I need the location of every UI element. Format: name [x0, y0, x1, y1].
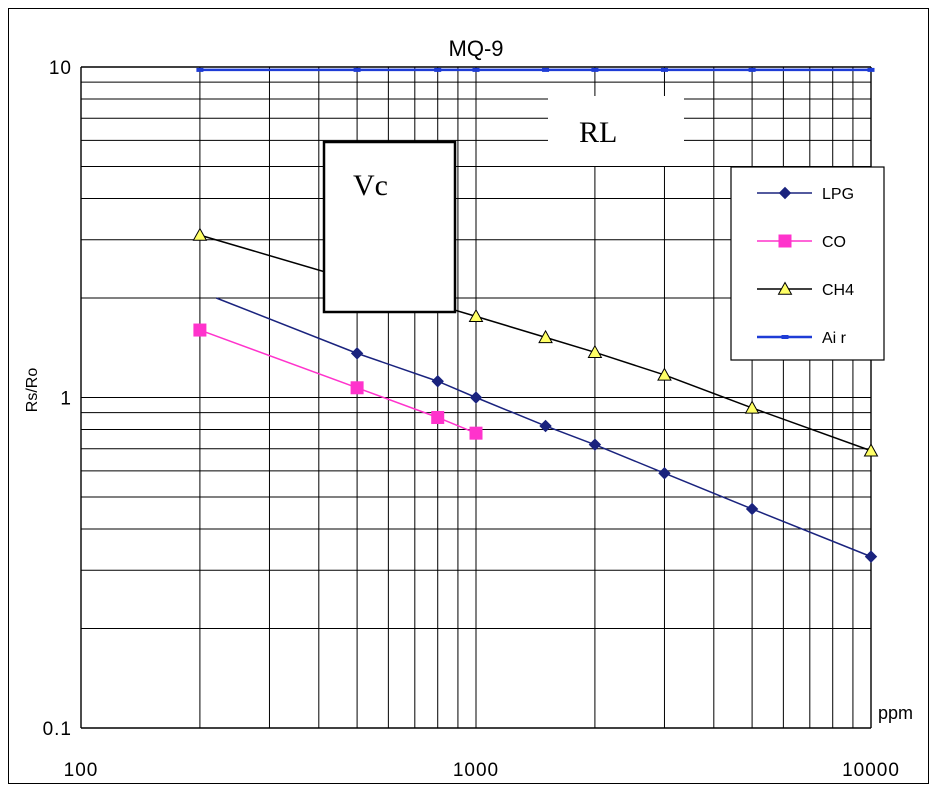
series-lpg — [215, 297, 878, 563]
data-point — [434, 67, 442, 72]
axes: 100 1000 10000 0.1 1 10 — [43, 58, 900, 781]
data-point — [539, 419, 552, 433]
series-layer — [192, 67, 879, 563]
legend-label: LPG — [822, 186, 854, 203]
data-point — [469, 426, 483, 440]
data-point — [591, 67, 599, 72]
data-point — [588, 438, 602, 451]
data-point — [192, 227, 208, 241]
data-point — [469, 391, 483, 404]
x-axis-label: ppm — [878, 703, 913, 723]
data-point — [863, 443, 879, 457]
data-point — [196, 67, 204, 72]
vc-annotation-box: Vc — [322, 140, 457, 314]
series-ch4 — [192, 227, 879, 457]
chart-title: MQ-9 — [449, 36, 504, 61]
chart-frame — [8, 8, 929, 784]
data-point — [350, 347, 364, 360]
legend-label: CH4 — [822, 282, 854, 299]
data-point — [468, 308, 484, 323]
data-point — [864, 550, 878, 563]
legend-swatch-marker — [778, 186, 792, 200]
data-point — [350, 381, 364, 395]
data-point — [472, 67, 480, 72]
data-point — [193, 323, 207, 337]
y-axis-label: Rs/Ro — [24, 368, 41, 413]
legend-swatch-marker — [777, 281, 793, 295]
x-tick-label: 100 — [64, 760, 99, 781]
legend-swatch-marker — [778, 234, 792, 248]
y-tick-label: 1 — [60, 389, 72, 410]
legend-label: Ai r — [822, 330, 847, 347]
x-tick-label: 10000 — [842, 760, 900, 781]
data-point — [431, 410, 445, 424]
series-co — [193, 323, 483, 440]
y-tick-label: 10 — [49, 58, 72, 79]
legend-label: CO — [822, 234, 846, 251]
data-point — [744, 400, 760, 414]
data-point — [431, 375, 444, 388]
data-point — [538, 329, 553, 344]
x-tick-label: 1000 — [453, 760, 499, 781]
data-point — [657, 367, 672, 381]
legend-swatch-marker — [781, 335, 789, 339]
data-point — [748, 67, 756, 72]
data-point — [867, 67, 875, 72]
vc-label: Vc — [353, 169, 388, 202]
data-point — [745, 502, 759, 516]
series-line — [199, 329, 477, 434]
legend-entry: CO — [757, 234, 846, 251]
rl-label: RL — [579, 116, 617, 149]
data-point — [353, 67, 361, 72]
legend-entry: LPG — [757, 186, 854, 203]
data-point — [660, 67, 668, 72]
legend-entry: Ai r — [757, 330, 847, 347]
rl-annotation-box: RL — [548, 96, 684, 166]
legend-entry: CH4 — [757, 281, 854, 299]
y-tick-label: 0.1 — [43, 719, 72, 740]
data-point — [658, 467, 671, 480]
legend: LPG CO CH4 Ai r — [730, 166, 885, 361]
data-point — [542, 67, 550, 72]
series-air — [196, 67, 875, 72]
data-point — [587, 344, 603, 359]
